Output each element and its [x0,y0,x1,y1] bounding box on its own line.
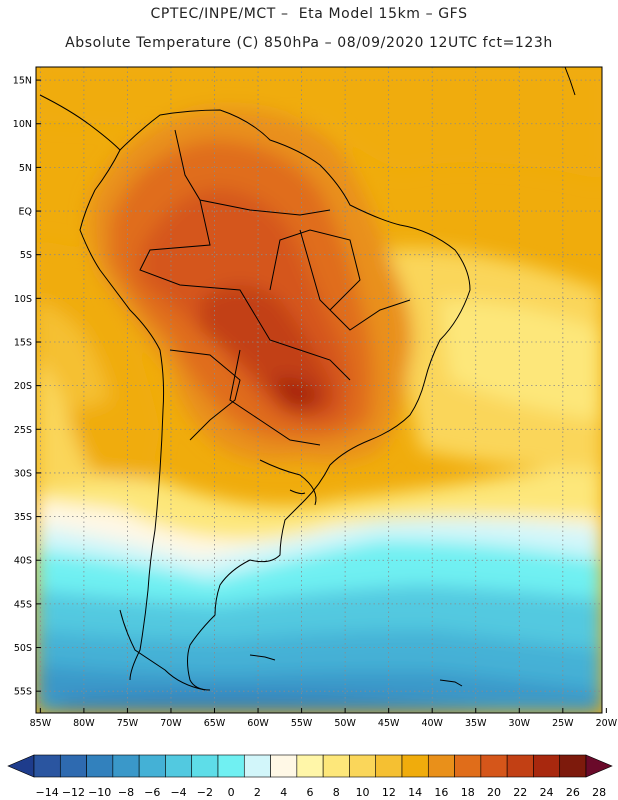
lon-tick-label: 50W [334,718,356,729]
colorbar-swatch [33,754,61,778]
colorbar-tick-label: −14 [36,786,59,799]
colorbar-swatch [138,754,166,778]
lat-tick-label: 15N [13,76,32,87]
colorbar-min-arrow [7,754,35,778]
latitude-axis: 15N 10N 5N EQ 5S 10S 15S 20S 25S 30S 35S 40S 45S 50S 5… [13,76,41,698]
colorbar-swatch [86,754,114,778]
lat-tick-label: 45S [14,599,32,610]
lon-tick-label: 30W [509,718,531,729]
colorbar-tick-label: 6 [307,786,314,799]
colorbar-tick-label: 2 [254,786,261,799]
colorbar-tick-label: 18 [461,786,475,799]
colorbar-tick-label: 4 [280,786,287,799]
colorbar-swatch [480,754,508,778]
lon-tick-label: 35W [465,718,487,729]
lat-tick-label: 30S [14,468,32,479]
colorbar-swatch [243,754,271,778]
colorbar-swatch [191,754,219,778]
colorbar [7,754,613,778]
colorbar-swatch [217,754,245,778]
lat-tick-label: 20S [14,381,32,392]
lat-tick-label: 40S [14,556,32,567]
lon-tick-label: 75W [117,718,139,729]
lon-tick-label: 45W [378,718,400,729]
colorbar-tick-label: 10 [356,786,370,799]
coastlines [39,67,576,691]
colorbar-tick-label: −12 [62,786,85,799]
lat-tick-label: 25S [14,425,32,436]
longitude-axis: 85W 80W 75W 70W 65W 60W 55W 50W 45W 40W 35W 30W 25W 2… [30,708,618,729]
map-subtitle: Absolute Temperature (C) 850hPa – 08/09/… [65,35,553,51]
colorbar-tick-label: −8 [118,786,134,799]
lat-tick-label: EQ [19,207,32,218]
colorbar-swatch [165,754,193,778]
lat-tick-label: 10N [13,119,32,130]
colorbar-tick-label: −4 [170,786,186,799]
lat-tick-label: 5N [19,163,32,174]
lat-tick-label: 55S [14,687,32,698]
colorbar-labels: −14 −12 −10 −8 −6 −4 −2 0 2 4 6 8 10 12 14 16 18 20 22 24 26… [36,786,607,799]
colorbar-tick-label: −10 [88,786,111,799]
lon-tick-label: 40W [421,718,443,729]
map-frame [35,66,603,714]
colorbar-swatch [112,754,140,778]
colorbar-tick-label: 22 [513,786,527,799]
colorbar-swatch [559,754,587,778]
colorbar-tick-label: −6 [144,786,160,799]
lon-tick-label: 55W [291,718,313,729]
colorbar-swatch [375,754,403,778]
colorbar-tick-label: 0 [228,786,235,799]
lon-tick-label: 85W [30,718,52,729]
lon-tick-label: 65W [204,718,226,729]
colorbar-tick-label: 20 [487,786,501,799]
lon-tick-label: 20W [596,718,618,729]
colorbar-tick-label: 28 [592,786,606,799]
colorbar-tick-label: 24 [540,786,554,799]
colorbar-swatch [322,754,350,778]
lat-tick-label: 10S [14,294,32,305]
colorbar-swatch [454,754,482,778]
colorbar-swatch [270,754,298,778]
colorbar-swatch [59,754,87,778]
colorbar-swatch [533,754,561,778]
lon-tick-label: 60W [247,718,269,729]
colorbar-swatch [296,754,324,778]
colorbar-tick-label: 16 [434,786,448,799]
lat-tick-label: 5S [20,250,32,261]
lat-tick-label: 35S [14,512,32,523]
map-title: CPTEC/INPE/MCT – Eta Model 15km – GFS [150,6,468,22]
lon-tick-label: 25W [552,718,574,729]
colorbar-tick-label: 8 [333,786,340,799]
colorbar-tick-label: −2 [197,786,213,799]
colorbar-swatch [506,754,534,778]
temperature-field [36,67,602,713]
colorbar-tick-label: 26 [566,786,580,799]
colorbar-tick-label: 14 [408,786,422,799]
lon-tick-label: 70W [160,718,182,729]
colorbar-swatch [349,754,377,778]
lat-tick-label: 50S [14,643,32,654]
lat-tick-label: 15S [14,337,32,348]
lon-tick-label: 80W [73,718,95,729]
colorbar-tick-label: 12 [382,786,396,799]
colorbar-max-arrow [585,754,613,778]
colorbar-swatch [401,754,429,778]
colorbar-swatch [427,754,455,778]
